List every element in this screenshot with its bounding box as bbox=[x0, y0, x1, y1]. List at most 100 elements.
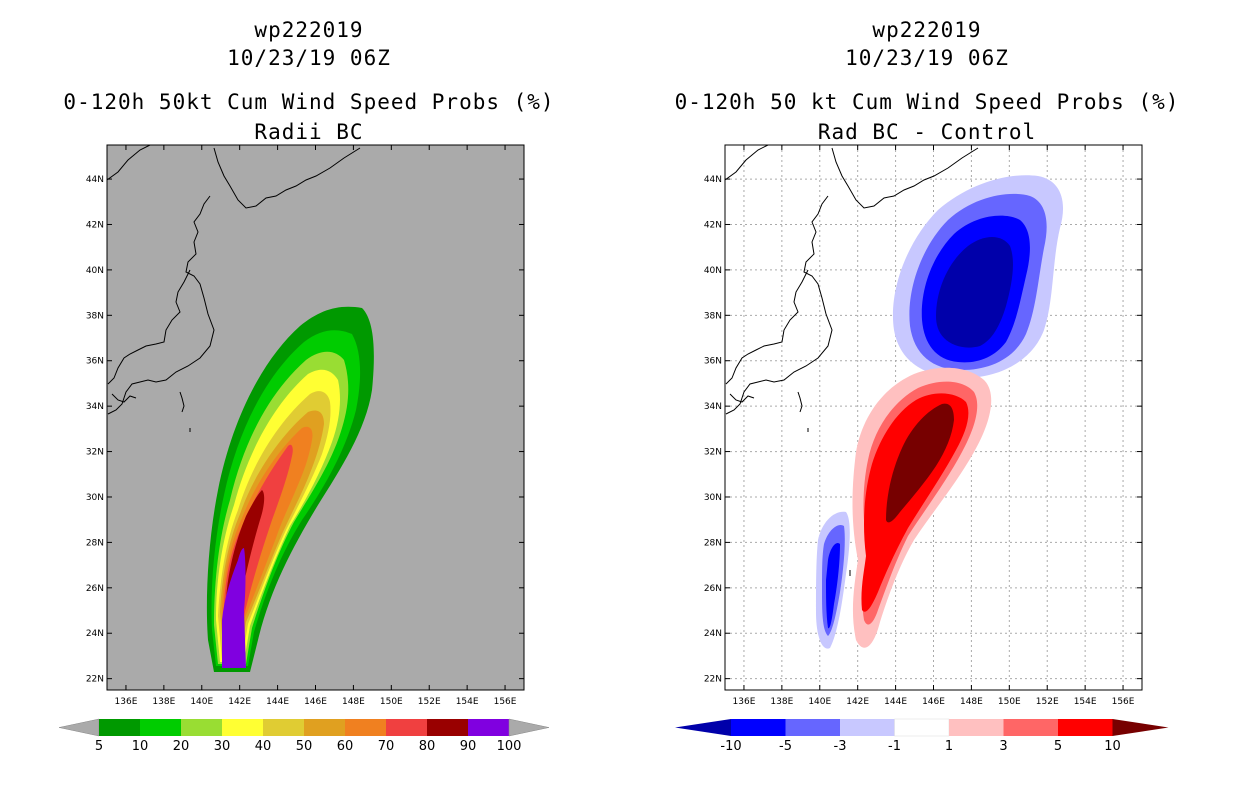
colorbar-swatch bbox=[304, 719, 345, 736]
lon-tick-label: 154E bbox=[1074, 697, 1097, 707]
colorbar-swatch bbox=[468, 719, 509, 736]
right-title-product: 0-120h 50 kt Cum Wind Speed Probs (%) bbox=[674, 90, 1180, 114]
lat-tick-label: 24N bbox=[86, 629, 104, 639]
lat-tick-label: 32N bbox=[86, 448, 104, 458]
colorbar-label: 10 bbox=[1104, 739, 1121, 754]
left-title-product: 0-120h 50kt Cum Wind Speed Probs (%) bbox=[63, 90, 555, 114]
colorbar-label: 40 bbox=[255, 739, 272, 754]
lat-tick-label: 22N bbox=[86, 675, 104, 685]
colorbar-label: -10 bbox=[720, 739, 741, 754]
colorbar-label: -3 bbox=[834, 739, 847, 754]
colorbar-label: 20 bbox=[173, 739, 190, 754]
lat-tick-label: 42N bbox=[704, 220, 722, 230]
colorbar-label: 30 bbox=[214, 739, 231, 754]
lat-tick-label: 44N bbox=[704, 175, 722, 185]
left-probability-contours bbox=[107, 145, 374, 672]
colorbar-swatch bbox=[263, 719, 304, 736]
colorbar-swatch bbox=[345, 719, 386, 736]
colorbar-upper-arrow bbox=[1112, 719, 1169, 736]
right-colorbar: -10 -5 -3 -1 1 3 5 10 bbox=[675, 718, 1169, 754]
colorbar-swatch bbox=[894, 718, 950, 737]
lon-tick-label: 138E bbox=[152, 697, 175, 707]
colorbar-label: 5 bbox=[1054, 739, 1062, 754]
right-difference-contours bbox=[725, 145, 1064, 649]
colorbar-lower-arrow bbox=[675, 719, 731, 736]
colorbar-swatch bbox=[949, 719, 1004, 736]
colorbar-lower-arrow bbox=[58, 718, 100, 737]
lat-tick-label: 30N bbox=[86, 493, 104, 503]
lon-tick-label: 148E bbox=[342, 697, 365, 707]
right-title-storm-id: wp222019 bbox=[872, 18, 982, 42]
lon-tick-label: 148E bbox=[960, 697, 983, 707]
lon-tick-label: 136E bbox=[115, 697, 138, 707]
colorbar-swatch bbox=[785, 719, 840, 736]
colorbar-label: 70 bbox=[378, 739, 395, 754]
lon-tick-label: 144E bbox=[266, 697, 289, 707]
lat-tick-label: 26N bbox=[86, 584, 104, 594]
lat-tick-label: 44N bbox=[86, 175, 104, 185]
colorbar-label: 3 bbox=[999, 739, 1007, 754]
lat-tick-label: 30N bbox=[704, 493, 722, 503]
lat-tick-label: 28N bbox=[704, 538, 722, 548]
right-map-svg: 136E 138E 140E 142E 144E 146E 148E 150E 152E 154E… bbox=[675, 144, 1169, 754]
left-axis-ticks: 136E 138E 140E 142E 144E 146E 148E 150E 152E 154E… bbox=[86, 145, 524, 707]
right-panel: wp222019 10/23/19 06Z 0-120h 50 kt Cum W… bbox=[618, 0, 1236, 800]
lat-tick-label: 38N bbox=[704, 311, 722, 321]
left-title-storm-id: wp222019 bbox=[254, 18, 364, 42]
lat-tick-label: 28N bbox=[86, 538, 104, 548]
left-title-date: 10/23/19 06Z bbox=[227, 46, 391, 70]
left-map-svg: 136E 138E 140E 142E 144E 146E 148E 150E 152E 154E… bbox=[58, 144, 550, 754]
colorbar-swatch bbox=[840, 719, 895, 736]
colorbar-swatch bbox=[731, 719, 786, 736]
lat-tick-label: 34N bbox=[86, 402, 104, 412]
colorbar-label: 10 bbox=[132, 739, 149, 754]
lat-tick-label: 40N bbox=[86, 266, 104, 276]
lon-tick-label: 152E bbox=[418, 697, 441, 707]
lat-tick-label: 42N bbox=[86, 220, 104, 230]
colorbar-label: 1 bbox=[945, 739, 953, 754]
lon-tick-label: 142E bbox=[228, 697, 251, 707]
colorbar-swatch bbox=[427, 719, 468, 736]
colorbar-label: 60 bbox=[337, 739, 354, 754]
colorbar-label: 50 bbox=[296, 739, 313, 754]
lon-tick-label: 140E bbox=[808, 697, 831, 707]
lon-tick-label: 156E bbox=[494, 697, 517, 707]
right-title-subtitle: Rad BC - Control bbox=[817, 120, 1037, 144]
colorbar-label: 80 bbox=[419, 739, 436, 754]
left-title-subtitle: Radii BC bbox=[254, 120, 364, 144]
colorbar-swatch bbox=[181, 719, 222, 736]
neg-small-inner bbox=[826, 542, 840, 629]
neg-contour-10 bbox=[936, 237, 1013, 348]
lon-tick-label: 150E bbox=[998, 697, 1021, 707]
colorbar-swatch bbox=[1003, 719, 1058, 736]
lat-tick-label: 38N bbox=[86, 311, 104, 321]
left-coastline bbox=[107, 145, 361, 432]
lon-tick-label: 138E bbox=[770, 697, 793, 707]
colorbar-swatch bbox=[386, 719, 427, 736]
lat-tick-label: 26N bbox=[704, 584, 722, 594]
left-colorbar: 5 10 20 30 40 50 60 70 80 90 100 bbox=[58, 718, 550, 754]
colorbar-swatch bbox=[99, 719, 140, 736]
lon-tick-label: 150E bbox=[380, 697, 403, 707]
colorbar-label: -5 bbox=[779, 739, 792, 754]
colorbar-label: 5 bbox=[95, 739, 103, 754]
lon-tick-label: 142E bbox=[846, 697, 869, 707]
right-axis-ticks: 136E 138E 140E 142E 144E 146E 148E 150E 152E 154E… bbox=[704, 145, 1142, 707]
lat-tick-label: 36N bbox=[704, 357, 722, 367]
lon-tick-label: 144E bbox=[884, 697, 907, 707]
lon-tick-label: 136E bbox=[733, 697, 756, 707]
lat-tick-label: 40N bbox=[704, 266, 722, 276]
lat-tick-label: 22N bbox=[704, 675, 722, 685]
lon-tick-label: 146E bbox=[304, 697, 327, 707]
colorbar-label: 90 bbox=[460, 739, 477, 754]
pos-contour-10 bbox=[886, 403, 954, 523]
lon-tick-label: 156E bbox=[1112, 697, 1135, 707]
lon-tick-label: 154E bbox=[456, 697, 479, 707]
right-title-date: 10/23/19 06Z bbox=[845, 46, 1009, 70]
colorbar-swatch bbox=[140, 719, 181, 736]
lat-tick-label: 32N bbox=[704, 448, 722, 458]
left-panel: wp222019 10/23/19 06Z 0-120h 50kt Cum Wi… bbox=[58, 18, 555, 754]
lon-tick-label: 146E bbox=[922, 697, 945, 707]
colorbar-swatch bbox=[1058, 719, 1113, 736]
colorbar-swatch bbox=[222, 719, 263, 736]
